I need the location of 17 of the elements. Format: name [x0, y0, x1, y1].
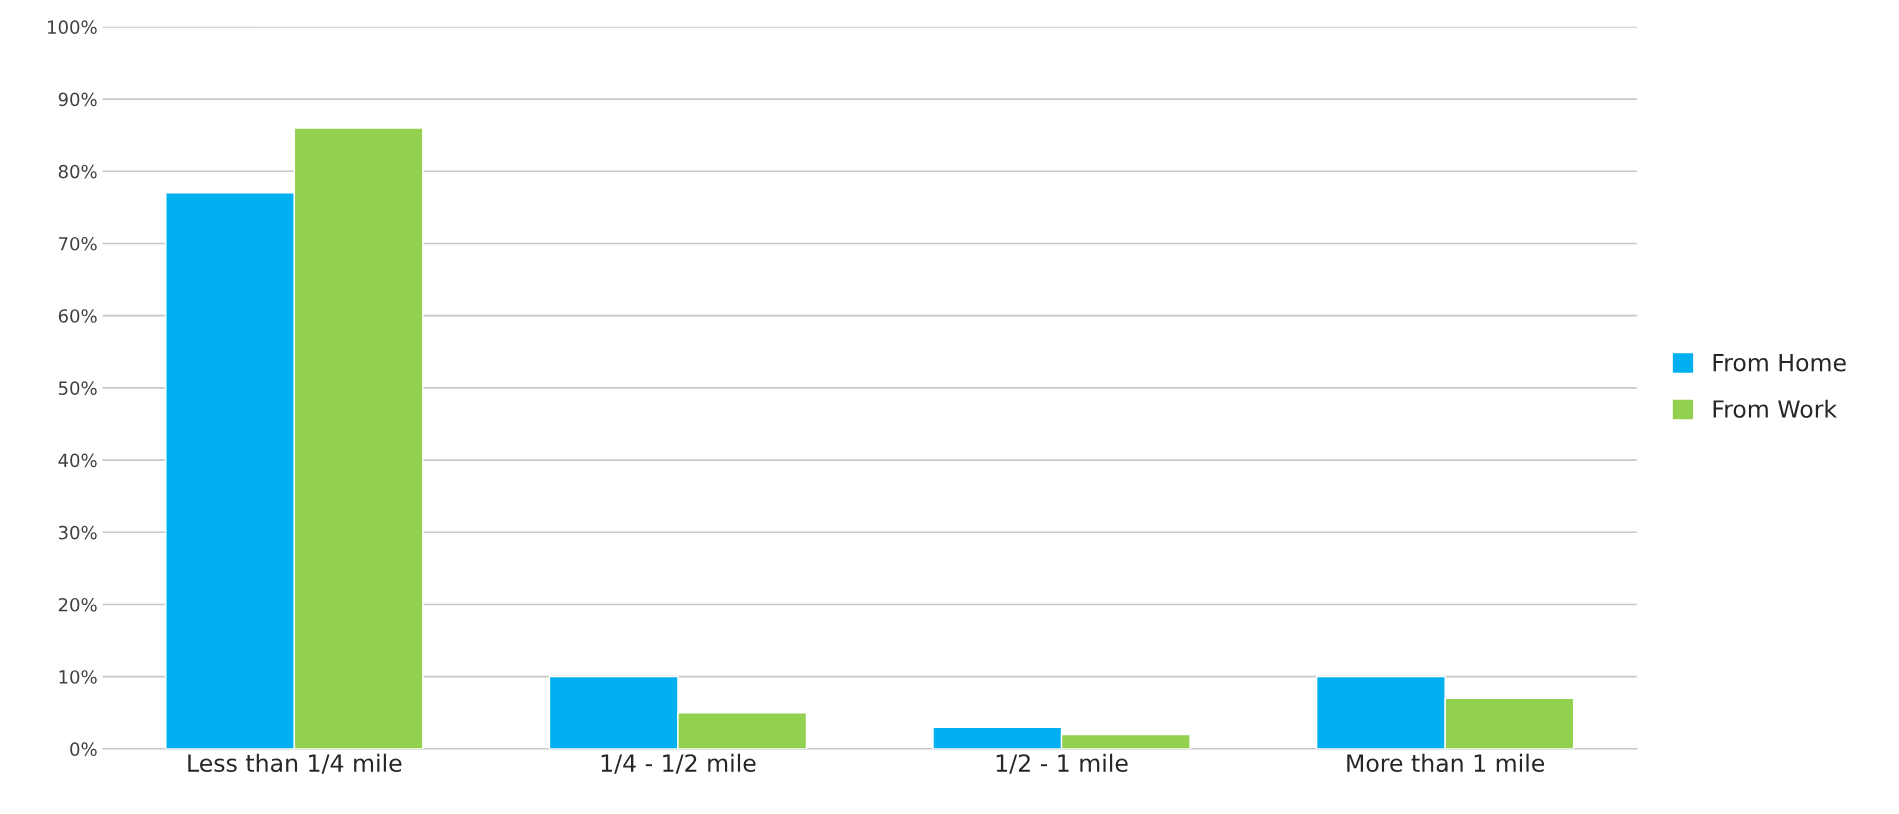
y-tick-label: 20% [58, 597, 97, 612]
y-tick-label: 80% [58, 164, 97, 179]
y-tick-label: 60% [58, 309, 97, 323]
y-tick-label: 30% [58, 525, 97, 540]
x-tick-label: 1/2 - 1 mile [996, 753, 1128, 774]
x-tick-label: 1/4 - 1/2 mile [601, 753, 756, 774]
x-tick-label: More than 1 mile [1347, 753, 1545, 773]
y-tick-label: 40% [58, 453, 97, 468]
y-tick-label: 90% [58, 92, 97, 107]
y-tick-label: 70% [59, 236, 97, 251]
y-tick-label: 50% [58, 381, 97, 395]
legend-label: From Home [1713, 353, 1846, 372]
y-tick-label: 10% [59, 670, 97, 684]
y-tick-label: 100% [48, 20, 97, 34]
y-tick-label: 0% [70, 742, 97, 756]
x-tick-label: Less than 1/4 mile [188, 753, 402, 774]
legend-label: From Work [1713, 399, 1838, 418]
